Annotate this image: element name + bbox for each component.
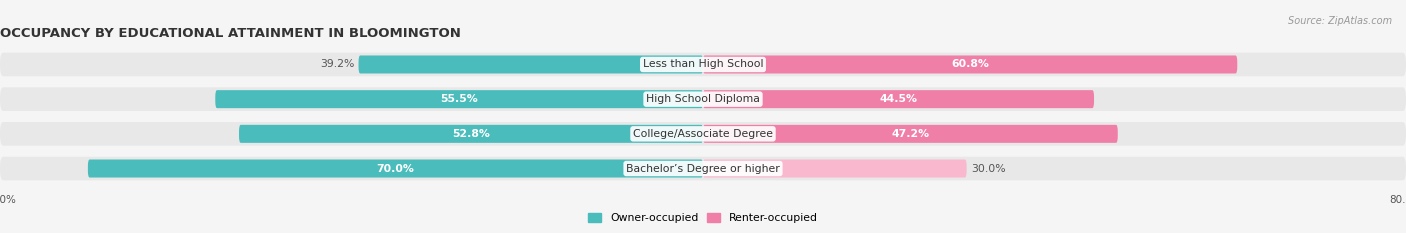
Text: 39.2%: 39.2% [319,59,354,69]
Text: Bachelor’s Degree or higher: Bachelor’s Degree or higher [626,164,780,174]
Text: College/Associate Degree: College/Associate Degree [633,129,773,139]
FancyBboxPatch shape [0,122,1406,146]
FancyBboxPatch shape [703,160,967,178]
Legend: Owner-occupied, Renter-occupied: Owner-occupied, Renter-occupied [588,213,818,223]
FancyBboxPatch shape [215,90,703,108]
Text: 60.8%: 60.8% [952,59,988,69]
FancyBboxPatch shape [703,125,1118,143]
FancyBboxPatch shape [87,160,703,178]
FancyBboxPatch shape [0,53,1406,76]
Text: 30.0%: 30.0% [972,164,1005,174]
FancyBboxPatch shape [703,55,1237,73]
FancyBboxPatch shape [0,87,1406,111]
Text: OCCUPANCY BY EDUCATIONAL ATTAINMENT IN BLOOMINGTON: OCCUPANCY BY EDUCATIONAL ATTAINMENT IN B… [0,27,461,40]
FancyBboxPatch shape [703,90,1094,108]
Text: 70.0%: 70.0% [377,164,415,174]
Text: 55.5%: 55.5% [440,94,478,104]
Text: 44.5%: 44.5% [880,94,918,104]
Text: High School Diploma: High School Diploma [647,94,759,104]
Text: Less than High School: Less than High School [643,59,763,69]
Text: 52.8%: 52.8% [453,129,489,139]
Text: 47.2%: 47.2% [891,129,929,139]
FancyBboxPatch shape [0,157,1406,180]
FancyBboxPatch shape [359,55,703,73]
FancyBboxPatch shape [239,125,703,143]
Text: Source: ZipAtlas.com: Source: ZipAtlas.com [1288,16,1392,26]
